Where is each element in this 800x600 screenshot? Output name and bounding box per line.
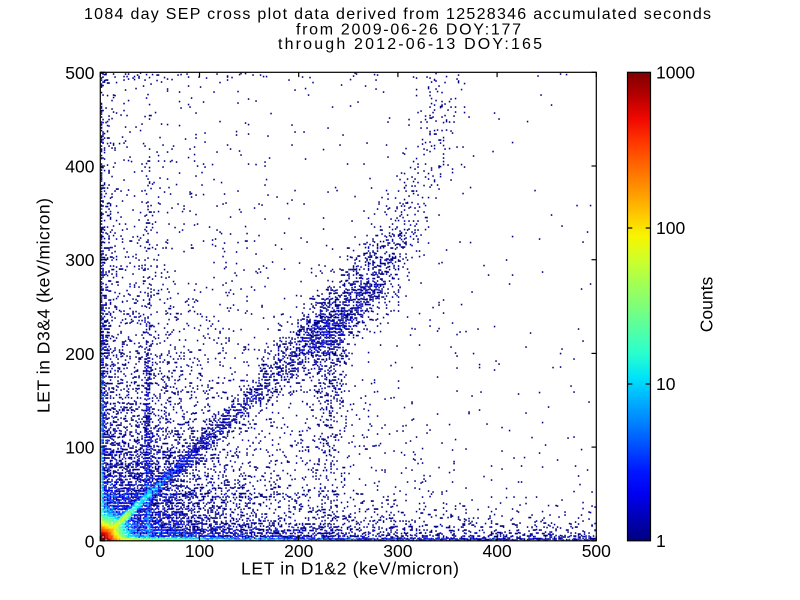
- svg-text:1084 day SEP cross plot data d: 1084 day SEP cross plot data derived fro…: [84, 6, 711, 23]
- svg-text:0: 0: [95, 541, 105, 561]
- svg-text:100: 100: [65, 438, 94, 458]
- svg-text:1000: 1000: [656, 62, 695, 82]
- svg-text:500: 500: [582, 541, 611, 561]
- svg-text:from 2009-06-26 DOY:177: from 2009-06-26 DOY:177: [296, 22, 521, 39]
- svg-text:200: 200: [284, 541, 313, 561]
- svg-text:Counts: Counts: [697, 277, 717, 333]
- svg-text:100: 100: [185, 541, 214, 561]
- svg-text:100: 100: [656, 218, 685, 238]
- svg-text:500: 500: [65, 63, 94, 83]
- svg-text:10: 10: [656, 374, 676, 394]
- svg-text:0: 0: [85, 531, 95, 551]
- svg-text:200: 200: [65, 344, 94, 364]
- svg-text:300: 300: [65, 250, 94, 270]
- svg-text:400: 400: [65, 157, 94, 177]
- svg-text:400: 400: [483, 541, 512, 561]
- svg-text:LET in D3&4 (keV/micron): LET in D3&4 (keV/micron): [34, 198, 54, 413]
- svg-text:300: 300: [383, 541, 412, 561]
- svg-text:LET in D1&2 (keV/micron): LET in D1&2 (keV/micron): [241, 559, 459, 579]
- svg-text:1: 1: [656, 531, 666, 551]
